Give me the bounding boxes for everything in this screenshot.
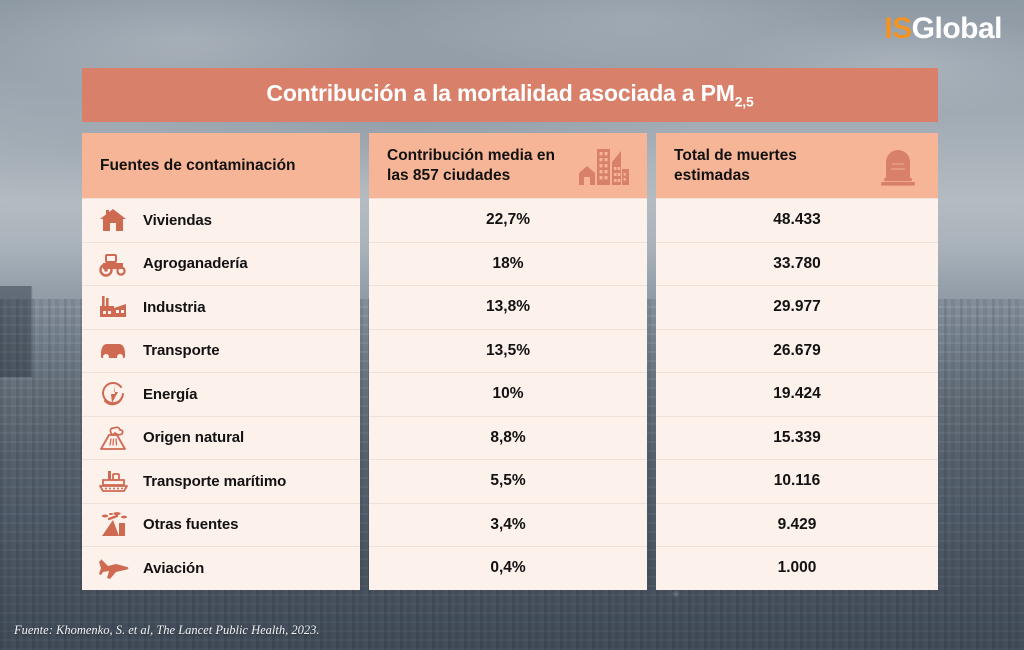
factory-icon xyxy=(96,292,130,322)
page-title-subscript: 2,5 xyxy=(734,93,754,110)
contribution-value: 22,7% xyxy=(486,211,530,229)
logo-is-text: IS xyxy=(884,12,912,45)
table-row: Transporte marítimo xyxy=(82,459,361,503)
car-icon xyxy=(96,336,130,366)
table-row: Otras fuentes xyxy=(82,502,361,546)
table-row: Origen natural xyxy=(82,415,361,459)
table-row: Energía xyxy=(82,372,361,416)
table-cell-contribution: 22,7% xyxy=(369,198,648,242)
column-header-contribution-label: Contribución media en las 857 ciudades xyxy=(387,146,555,184)
deaths-value: 33.780 xyxy=(773,254,821,272)
source-citation: Fuente: Khomenko, S. et al, The Lancet P… xyxy=(14,623,320,637)
tombstone-icon xyxy=(876,145,920,187)
energy-icon xyxy=(96,379,130,409)
column-header-deaths-label: Total de muertes estimadas xyxy=(674,146,797,184)
contribution-value: 5,5% xyxy=(490,472,526,490)
deaths-value: 48.433 xyxy=(773,211,821,229)
row-label: Viviendas xyxy=(143,211,212,229)
table-cell-deaths: 1.000 xyxy=(656,546,938,590)
deaths-value: 1.000 xyxy=(777,559,817,577)
table-row: Viviendas xyxy=(82,198,361,242)
data-table: Fuentes de contaminación Viviendas Agrog… xyxy=(82,133,938,590)
deaths-value: 15.339 xyxy=(773,428,821,446)
contribution-value: 18% xyxy=(492,254,524,272)
tractor-icon xyxy=(96,249,130,279)
row-label: Otras fuentes xyxy=(143,516,239,534)
row-label: Origen natural xyxy=(143,429,245,447)
table-cell-contribution: 13,5% xyxy=(369,328,648,372)
isglobal-logo: ISGlobal xyxy=(884,14,1002,44)
table-cell-contribution: 0,4% xyxy=(369,546,648,590)
table-cell-deaths: 10.116 xyxy=(656,459,938,503)
row-label: Transporte marítimo xyxy=(143,472,287,490)
table-row: Transporte xyxy=(82,328,361,372)
logo-global-text: Global xyxy=(911,12,1003,45)
deaths-value: 10.116 xyxy=(773,472,821,490)
column-header-contribution: Contribución media en las 857 ciudades xyxy=(369,133,648,198)
row-label: Aviación xyxy=(143,559,205,577)
column-sources: Fuentes de contaminación Viviendas Agrog… xyxy=(82,133,361,590)
contribution-value: 3,4% xyxy=(490,515,526,533)
page-title-main: Contribución a la mortalidad asociada a … xyxy=(266,80,735,107)
house-icon xyxy=(96,205,130,235)
dust-icon xyxy=(96,510,130,540)
contribution-value: 13,8% xyxy=(486,298,530,316)
volcano-icon xyxy=(96,423,130,453)
airplane-icon xyxy=(96,553,130,583)
table-cell-deaths: 26.679 xyxy=(656,328,938,372)
column-header-deaths: Total de muertes estimadas xyxy=(656,133,938,198)
ship-icon xyxy=(96,466,130,496)
column-header-sources: Fuentes de contaminación xyxy=(82,133,361,198)
deaths-value: 26.679 xyxy=(773,341,821,359)
table-cell-deaths: 19.424 xyxy=(656,372,938,416)
contribution-value: 0,4% xyxy=(490,559,526,577)
table-cell-contribution: 10% xyxy=(369,372,648,416)
table-cell-contribution: 13,8% xyxy=(369,285,648,329)
deaths-value: 19.424 xyxy=(773,385,821,403)
table-cell-contribution: 3,4% xyxy=(369,502,648,546)
table-row: Agroganadería xyxy=(82,241,361,285)
table-cell-deaths: 33.780 xyxy=(656,241,938,285)
table-cell-deaths: 48.433 xyxy=(656,198,938,242)
city-buildings-icon xyxy=(577,145,630,187)
row-label: Transporte xyxy=(143,342,220,360)
column-deaths: Total de muertes estimadas 48.433 33.780… xyxy=(656,133,938,590)
table-row: Aviación xyxy=(82,546,361,590)
row-label: Agroganadería xyxy=(143,255,248,273)
table-cell-contribution: 18% xyxy=(369,241,648,285)
table-cell-deaths: 9.429 xyxy=(656,502,938,546)
contribution-value: 10% xyxy=(492,385,524,403)
title-band: Contribución a la mortalidad asociada a … xyxy=(82,68,938,122)
table-cell-contribution: 8,8% xyxy=(369,415,648,459)
row-label: Industria xyxy=(143,298,206,316)
column-header-sources-label: Fuentes de contaminación xyxy=(100,156,296,174)
table-cell-deaths: 29.977 xyxy=(656,285,938,329)
page-title: Contribución a la mortalidad asociada a … xyxy=(266,80,753,110)
table-row: Industria xyxy=(82,285,361,329)
column-contribution: Contribución media en las 857 ciudades 2… xyxy=(369,133,648,590)
deaths-value: 9.429 xyxy=(777,515,817,533)
contribution-value: 13,5% xyxy=(486,341,530,359)
contribution-value: 8,8% xyxy=(490,428,526,446)
deaths-value: 29.977 xyxy=(773,298,821,316)
table-cell-deaths: 15.339 xyxy=(656,415,938,459)
table-cell-contribution: 5,5% xyxy=(369,459,648,503)
row-label: Energía xyxy=(143,385,198,403)
